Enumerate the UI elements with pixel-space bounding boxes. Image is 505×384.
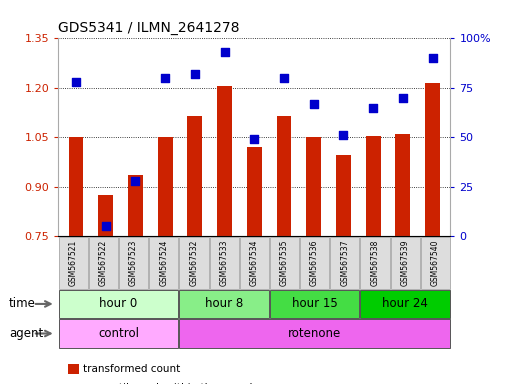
Point xyxy=(339,132,347,138)
Text: GSM567538: GSM567538 xyxy=(370,240,379,286)
Text: GSM567534: GSM567534 xyxy=(249,240,258,286)
Text: hour 24: hour 24 xyxy=(381,298,427,310)
Point xyxy=(398,94,406,101)
Bar xyxy=(246,147,261,236)
Bar xyxy=(306,137,321,236)
Bar xyxy=(158,137,172,236)
Text: GSM567524: GSM567524 xyxy=(159,240,168,286)
Point xyxy=(72,79,80,85)
Bar xyxy=(424,83,439,236)
Point xyxy=(309,101,317,107)
Point xyxy=(428,55,436,61)
Bar xyxy=(128,175,142,236)
Point xyxy=(279,75,287,81)
Text: hour 0: hour 0 xyxy=(99,298,137,310)
Point xyxy=(131,178,139,184)
Text: GSM567521: GSM567521 xyxy=(69,240,78,286)
Bar xyxy=(365,136,380,236)
Point xyxy=(161,75,169,81)
Text: rotenone: rotenone xyxy=(287,327,340,340)
Text: GSM567533: GSM567533 xyxy=(219,240,228,286)
Text: control: control xyxy=(98,327,139,340)
Text: time: time xyxy=(9,298,36,310)
Text: GSM567535: GSM567535 xyxy=(279,240,288,286)
Text: GSM567536: GSM567536 xyxy=(310,240,319,286)
Text: hour 8: hour 8 xyxy=(205,298,243,310)
Bar xyxy=(187,116,202,236)
Text: agent: agent xyxy=(9,327,43,340)
Point xyxy=(220,49,228,55)
Text: GSM567532: GSM567532 xyxy=(189,240,198,286)
Bar xyxy=(335,156,350,236)
Text: percentile rank within the sample: percentile rank within the sample xyxy=(83,383,259,384)
Text: GSM567537: GSM567537 xyxy=(339,240,348,286)
Bar xyxy=(276,116,291,236)
Text: transformed count: transformed count xyxy=(83,364,180,374)
Point xyxy=(250,136,258,142)
Text: GDS5341 / ILMN_2641278: GDS5341 / ILMN_2641278 xyxy=(58,21,239,35)
Text: GSM567539: GSM567539 xyxy=(400,240,409,286)
Bar xyxy=(98,195,113,236)
Point xyxy=(368,104,376,111)
Text: hour 15: hour 15 xyxy=(291,298,337,310)
Point xyxy=(190,71,198,77)
Bar xyxy=(69,137,83,236)
Point xyxy=(102,223,110,229)
Bar xyxy=(217,86,231,236)
Text: GSM567522: GSM567522 xyxy=(99,240,108,286)
Bar xyxy=(394,134,410,236)
Text: GSM567523: GSM567523 xyxy=(129,240,138,286)
Text: GSM567540: GSM567540 xyxy=(430,240,439,286)
